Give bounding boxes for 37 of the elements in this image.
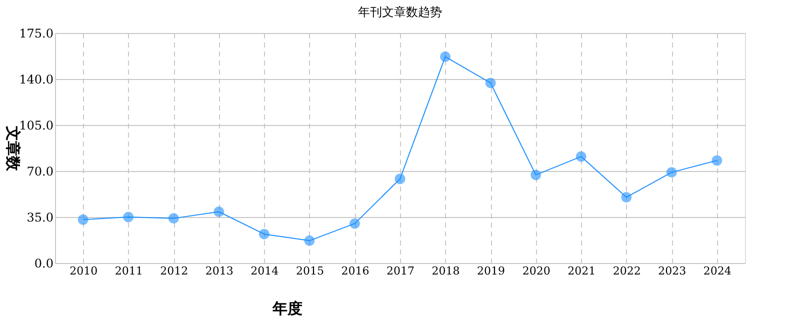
point (349, 218, 360, 229)
point (214, 206, 224, 217)
point (304, 235, 315, 246)
x-tick-label: 2013 (205, 264, 234, 278)
x-tick-label: 2020 (522, 264, 550, 278)
y-tick-label: 35.0 (26, 210, 54, 224)
point (712, 155, 722, 166)
point (123, 212, 134, 222)
point (168, 213, 179, 224)
x-tick-label: 2018 (432, 264, 460, 278)
x-tick-label: 2021 (568, 264, 596, 278)
point (394, 174, 406, 184)
y-tick-label: 175.0 (19, 26, 54, 40)
y-tick-label: 140.0 (19, 72, 54, 86)
x-tick-label: 2010 (70, 264, 98, 278)
point (666, 167, 677, 178)
x-tick-label: 2023 (658, 264, 686, 278)
chart-title: 年刊文章数趋势 (358, 5, 442, 19)
x-tick-label: 2016 (341, 264, 370, 278)
point (440, 51, 451, 62)
x-tick-label: 2014 (250, 264, 279, 278)
point (78, 214, 88, 225)
x-tick-label: 2012 (160, 264, 188, 278)
y-tick-label: 0.0 (34, 256, 54, 270)
point (621, 192, 632, 203)
point (530, 170, 542, 180)
point (258, 228, 270, 240)
x-tick-label: 2019 (477, 264, 506, 278)
point (576, 151, 586, 162)
x-tick-label: 2022 (612, 264, 641, 278)
x-axis-title: 年度 (272, 300, 302, 318)
x-tick-label: 2017 (386, 264, 414, 278)
point (485, 78, 496, 88)
x-tick-label: 2011 (114, 264, 143, 278)
x-tick-label: 2015 (296, 264, 324, 278)
y-tick-label: 70.0 (26, 164, 54, 178)
x-tick-label: 2024 (703, 264, 732, 278)
